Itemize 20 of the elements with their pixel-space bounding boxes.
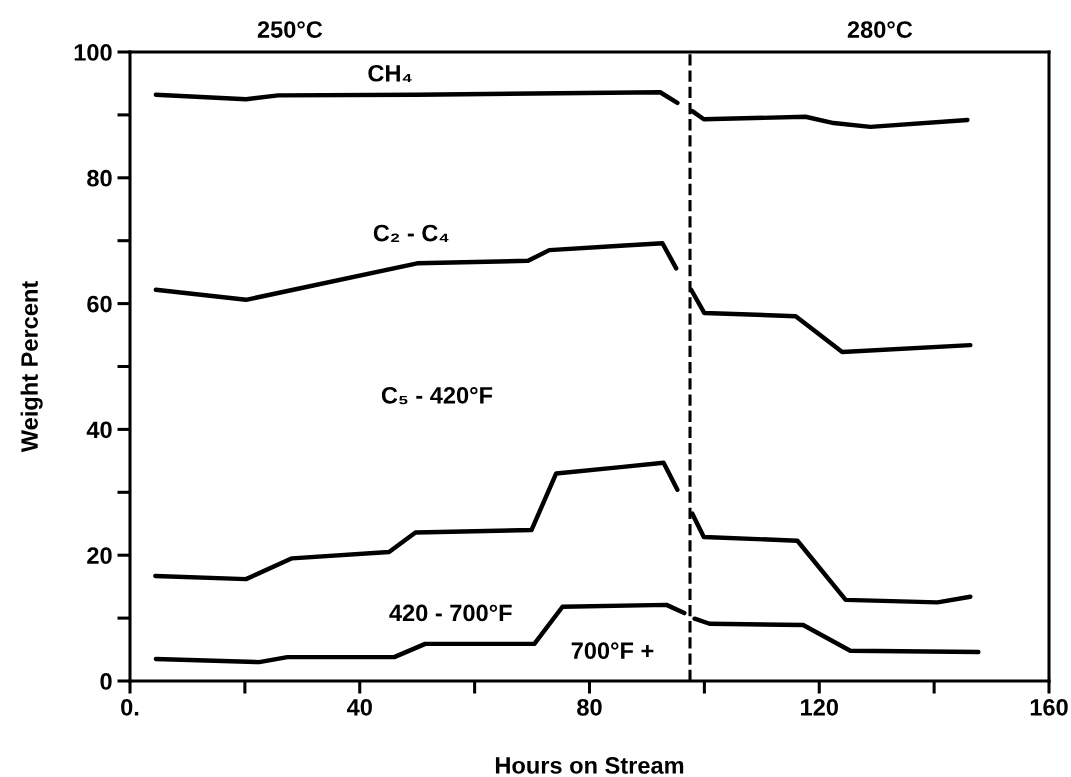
annotation: C₅ - 420°F xyxy=(381,386,493,405)
y-axis-title: Weight Percent xyxy=(20,281,43,453)
x-tick-label: 40 xyxy=(346,698,372,716)
annotation: 420 - 700°F xyxy=(389,604,512,622)
annotation: C₂ - C₄ xyxy=(373,224,449,242)
y-tick-label: 20 xyxy=(87,547,112,564)
x-tick-label: 120 xyxy=(801,698,838,716)
text: 250°C xyxy=(257,21,323,38)
y-tick-label: 0 xyxy=(100,673,112,690)
annotation: 700°F + xyxy=(571,642,654,660)
text: 280°C xyxy=(847,21,913,38)
y-tick-label: 100 xyxy=(74,44,112,61)
y-tick-label: 40 xyxy=(86,421,112,439)
y-tick-label: 80 xyxy=(87,169,112,187)
x-axis-title: Hours on Stream xyxy=(495,757,684,774)
x-tick-label: 160 xyxy=(1030,698,1068,716)
x-tick-label: 0. xyxy=(121,698,139,716)
y-tick-label: 60 xyxy=(87,295,112,313)
annotation: CH₄ xyxy=(368,64,412,83)
x-tick-label: 80 xyxy=(577,698,602,716)
